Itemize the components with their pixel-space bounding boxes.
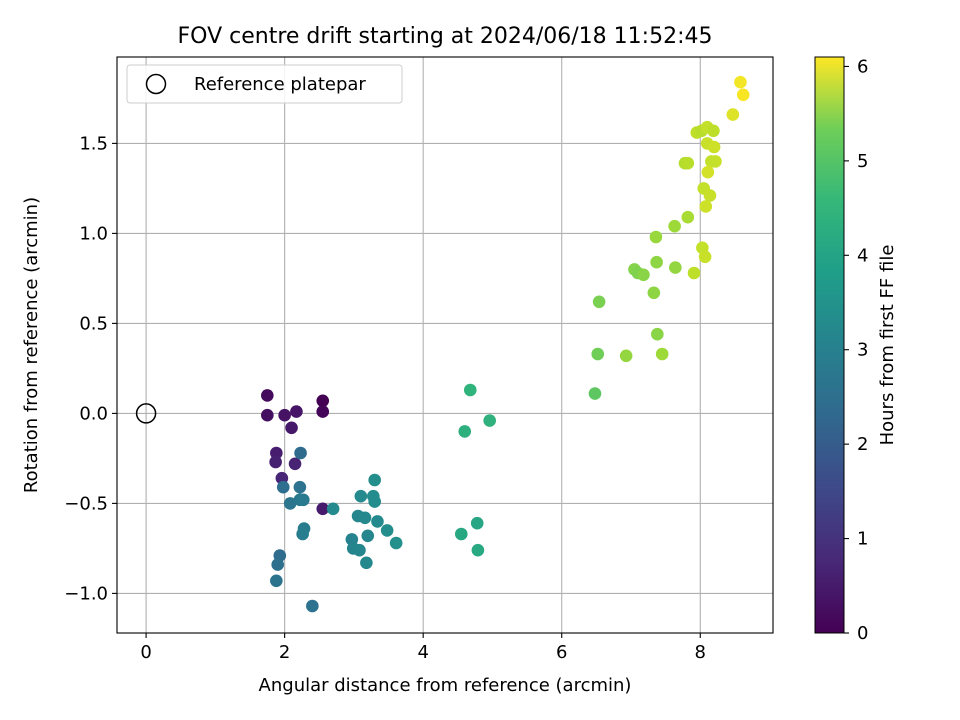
x-axis-ticks: 0 2 4 6 8 <box>140 633 706 663</box>
data-point <box>668 219 681 233</box>
data-point <box>707 140 721 154</box>
data-point <box>726 108 740 121</box>
grid <box>117 57 773 633</box>
data-point <box>703 189 717 202</box>
data-point <box>316 502 330 516</box>
data-point <box>361 529 375 543</box>
data-point <box>368 473 381 487</box>
reference-platepar-marker <box>135 403 157 424</box>
legend-entry-reference: Reference platepar <box>194 74 366 95</box>
y-axis-ticks: −1.0 −0.5 0.0 0.5 1.0 1.5 <box>64 133 117 604</box>
data-point <box>358 511 372 525</box>
data-point <box>294 446 307 460</box>
data-point <box>458 425 472 438</box>
data-point <box>698 250 712 264</box>
data-points <box>135 75 750 613</box>
legend: Reference platepar <box>126 64 403 104</box>
legend-marker-reference <box>145 73 167 95</box>
data-point <box>483 414 496 427</box>
data-point <box>290 405 303 418</box>
y-tick-label: 0.0 <box>79 403 108 424</box>
data-point <box>270 574 283 588</box>
colorbar-tick-label: 3 <box>857 340 868 361</box>
y-tick-label: 1.5 <box>79 133 108 154</box>
data-point <box>269 455 282 469</box>
data-point <box>470 516 484 530</box>
data-point <box>297 493 310 507</box>
data-point <box>293 480 307 494</box>
data-point <box>316 394 330 408</box>
data-point <box>454 527 468 541</box>
colorbar-tick-label: 5 <box>857 151 868 172</box>
x-tick-label: 8 <box>695 642 706 663</box>
data-point <box>705 155 718 168</box>
data-point <box>380 524 394 537</box>
data-point <box>261 408 274 422</box>
colorbar-label: Hours from first FF file <box>877 245 898 446</box>
data-point <box>701 165 715 179</box>
data-point <box>276 480 290 494</box>
colorbar-tick-label: 2 <box>857 434 868 455</box>
colorbar-tick-label: 0 <box>857 623 868 644</box>
x-axis-label: Angular distance from reference (arcmin) <box>259 675 632 696</box>
y-tick-label: −0.5 <box>64 493 108 514</box>
y-axis-label: Rotation from reference (arcmin) <box>21 197 42 493</box>
data-point <box>619 349 633 363</box>
data-point <box>650 255 663 269</box>
data-point <box>278 408 291 422</box>
data-point <box>360 556 373 570</box>
data-point <box>261 389 274 402</box>
data-point <box>681 156 695 170</box>
data-point <box>296 527 309 541</box>
x-tick-label: 4 <box>417 642 428 663</box>
data-point <box>651 327 664 341</box>
plot-area-frame <box>116 56 774 634</box>
colorbar: 0 1 2 3 4 5 6 Hours from first FF file <box>814 56 898 644</box>
x-tick-label: 0 <box>140 642 151 663</box>
data-point <box>588 387 602 400</box>
legend-box <box>126 64 403 104</box>
x-tick-label: 2 <box>279 642 290 663</box>
data-point <box>271 558 285 571</box>
data-point <box>283 497 297 510</box>
data-point <box>285 421 298 435</box>
x-tick-label: 6 <box>556 642 567 663</box>
data-point <box>354 489 368 503</box>
data-point <box>368 495 381 508</box>
data-point <box>326 502 340 516</box>
colorbar-tick-label: 1 <box>857 529 868 550</box>
chart-title: FOV centre drift starting at 2024/06/18 … <box>178 24 713 49</box>
y-tick-label: 1.0 <box>79 223 108 244</box>
data-point <box>655 347 669 361</box>
colorbar-gradient <box>815 57 844 633</box>
colorbar-tick-label: 4 <box>857 245 868 266</box>
data-point <box>270 446 283 460</box>
data-point <box>707 124 720 138</box>
data-point <box>734 75 747 89</box>
data-point <box>288 457 302 471</box>
data-point <box>371 515 384 528</box>
data-point <box>353 543 366 557</box>
colorbar-tick-label: 6 <box>857 56 868 77</box>
data-point <box>389 536 403 550</box>
y-tick-label: −1.0 <box>64 583 108 604</box>
data-point <box>736 88 750 102</box>
data-point <box>669 261 682 274</box>
y-tick-label: 0.5 <box>79 313 108 334</box>
data-point <box>306 599 319 613</box>
data-point <box>687 266 701 280</box>
data-point <box>463 383 477 397</box>
data-point <box>592 295 606 309</box>
data-point <box>681 210 695 224</box>
data-point <box>471 543 485 557</box>
data-point <box>637 268 650 282</box>
data-point <box>647 286 661 300</box>
data-point <box>649 230 663 244</box>
data-point <box>591 347 605 361</box>
colorbar-ticks: 0 1 2 3 4 5 6 <box>844 56 868 644</box>
data-point <box>316 405 330 418</box>
colorbar-frame <box>814 56 845 634</box>
data-point <box>699 200 713 213</box>
